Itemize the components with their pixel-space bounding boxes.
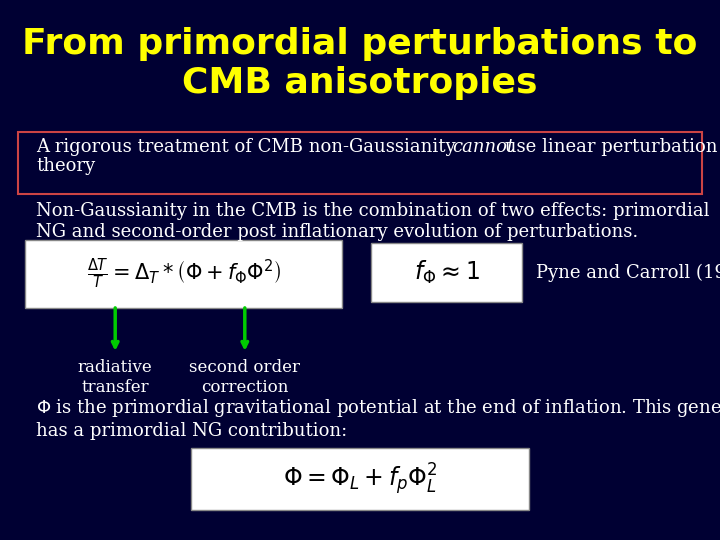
FancyBboxPatch shape	[18, 132, 702, 194]
Text: theory: theory	[36, 157, 95, 174]
Text: radiative
transfer: radiative transfer	[78, 359, 153, 396]
Text: Pyne and Carroll (1992): Pyne and Carroll (1992)	[536, 264, 720, 282]
FancyBboxPatch shape	[191, 448, 529, 510]
FancyBboxPatch shape	[25, 240, 342, 308]
FancyBboxPatch shape	[371, 243, 522, 302]
Text: Non-Gaussianity in the CMB is the combination of two effects: primordial
NG and : Non-Gaussianity in the CMB is the combin…	[36, 202, 709, 241]
Text: $\frac{\Delta T}{T} = \Delta_T * \left(\Phi + f_\Phi \Phi^2\right)$: $\frac{\Delta T}{T} = \Delta_T * \left(\…	[86, 257, 281, 291]
Text: $\Phi = \Phi_L + f_p \Phi_L^2$: $\Phi = \Phi_L + f_p \Phi_L^2$	[283, 461, 437, 497]
Text: second order
correction: second order correction	[189, 359, 300, 396]
Text: $f_\Phi \approx 1$: $f_\Phi \approx 1$	[413, 259, 480, 286]
Text: cannot: cannot	[452, 138, 514, 156]
Text: $\Phi$ is the primordial gravitational potential at the end of inflation. This g: $\Phi$ is the primordial gravitational p…	[36, 397, 720, 440]
Text: From primordial perturbations to
CMB anisotropies: From primordial perturbations to CMB ani…	[22, 27, 698, 100]
Text: A rigorous treatment of CMB non-Gaussianity: A rigorous treatment of CMB non-Gaussian…	[36, 138, 462, 156]
Text: use linear perturbation: use linear perturbation	[499, 138, 717, 156]
